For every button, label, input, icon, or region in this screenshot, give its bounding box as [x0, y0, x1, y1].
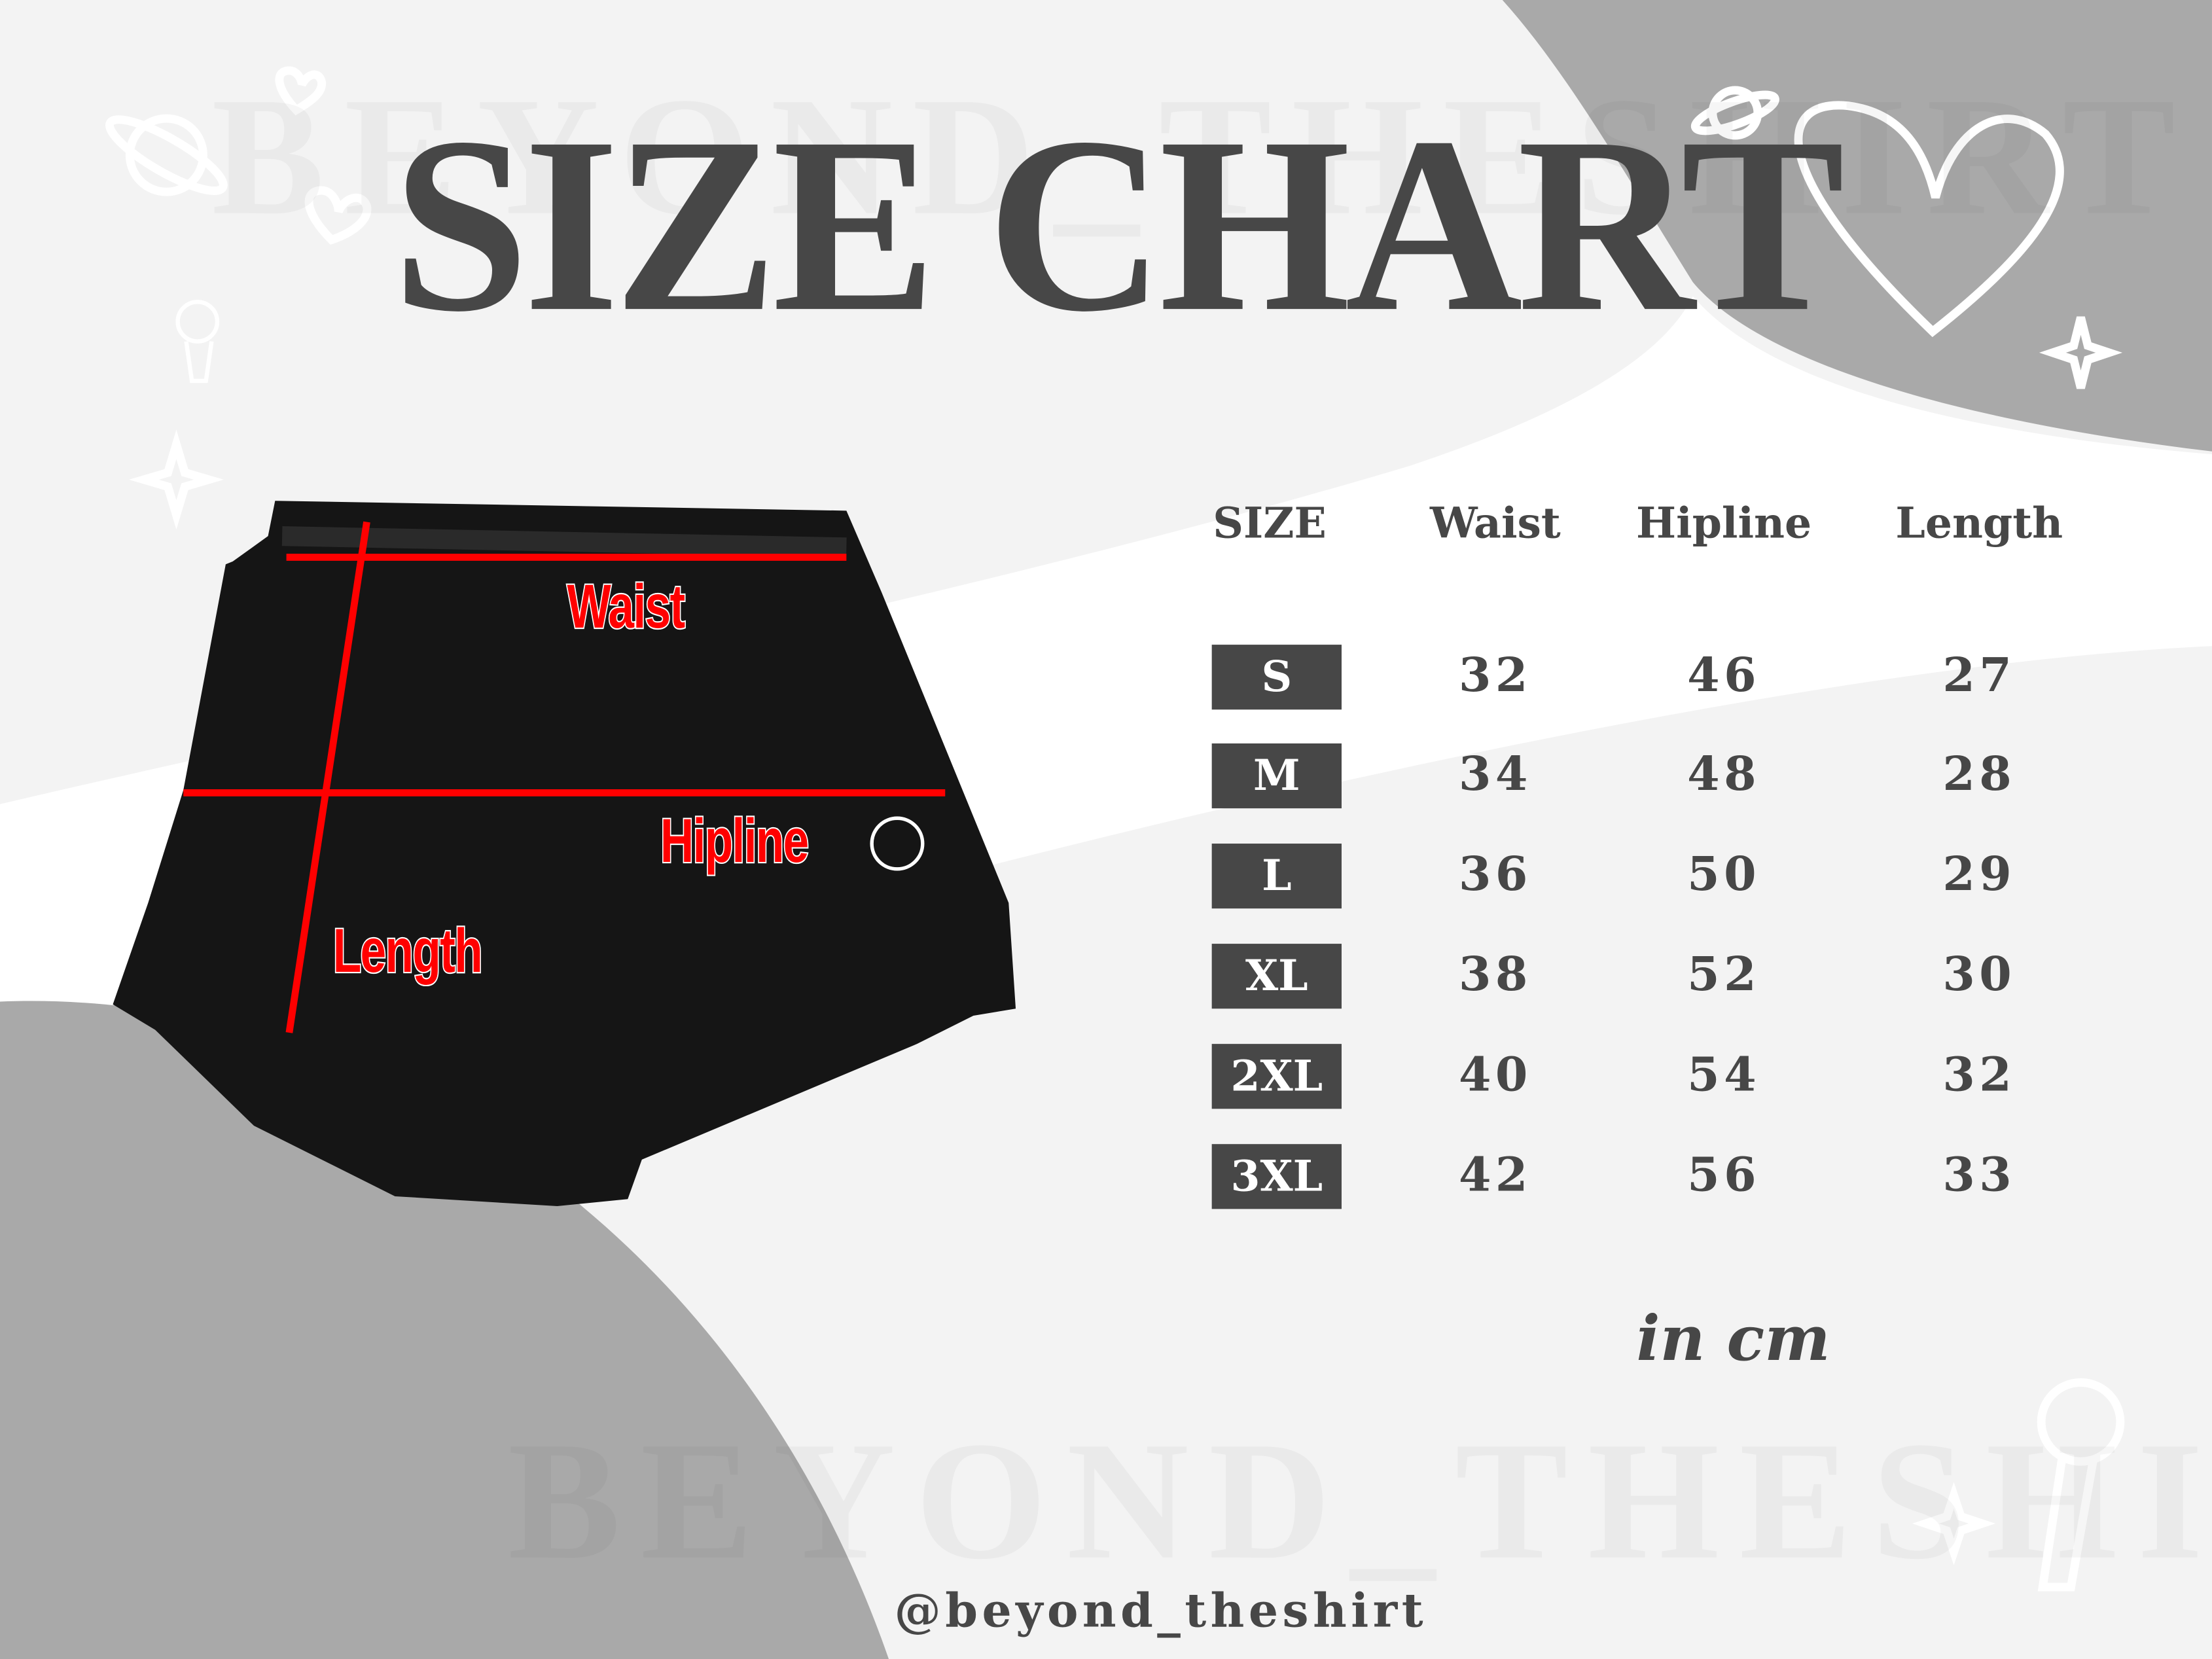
size-badge: XL	[1211, 944, 1342, 1009]
length-line	[285, 521, 370, 1033]
waist-label: Waist	[566, 571, 687, 643]
length-label: Length	[332, 916, 484, 988]
brand-logo-icon	[870, 816, 925, 871]
waist-cell: 40	[1458, 1046, 1532, 1102]
hipline-cell: 50	[1687, 846, 1761, 902]
size-badge: 3XL	[1211, 1144, 1342, 1209]
size-badge: L	[1211, 844, 1342, 909]
length-cell: 33	[1942, 1147, 2016, 1202]
header-length: Length	[1895, 499, 2063, 549]
hipline-cell: 54	[1687, 1046, 1761, 1102]
sparkle-icon	[1912, 1482, 1996, 1565]
decor-icons	[105, 66, 2125, 1592]
length-cell: 29	[1942, 846, 2016, 902]
header-hipline: Hipline	[1636, 499, 1812, 549]
hipline-cell: 48	[1687, 746, 1761, 802]
header-waist: Waist	[1430, 499, 1561, 549]
waist-cell: 42	[1458, 1147, 1532, 1202]
waist-cell: 38	[1458, 946, 1532, 1002]
page-title: SIZE CHART	[392, 84, 1845, 365]
shorts-shape	[113, 501, 1016, 1207]
microphone-icon	[175, 300, 220, 344]
hipline-label: Hipline	[659, 806, 810, 878]
sparkle-icon	[128, 429, 224, 530]
size-badge: S	[1211, 645, 1342, 710]
hipline-cell: 46	[1687, 647, 1761, 703]
sparkle-icon	[2039, 316, 2123, 389]
grey-bottom-shape	[0, 1001, 889, 1659]
microphone-icon	[2037, 1378, 2125, 1466]
heart-icon	[1794, 101, 2064, 338]
heart-icon	[304, 186, 372, 245]
size-badge: 2XL	[1211, 1044, 1342, 1109]
waist-cell: 34	[1458, 746, 1532, 802]
social-handle: @beyond_theshirt	[894, 1582, 1428, 1638]
waist-cell: 36	[1458, 846, 1532, 902]
length-cell: 30	[1942, 946, 2016, 1002]
length-cell: 32	[1942, 1046, 2016, 1102]
hipline-cell: 56	[1687, 1147, 1761, 1202]
header-size: SIZE	[1213, 499, 1327, 549]
grey-top-shape	[1502, 0, 2212, 452]
heart-icon	[275, 66, 326, 116]
length-cell: 27	[1942, 647, 2016, 703]
waist-cell: 32	[1458, 647, 1532, 703]
hipline-cell: 52	[1687, 946, 1761, 1002]
unit-label: in cm	[1636, 1303, 1830, 1376]
size-badge: M	[1211, 743, 1342, 809]
length-cell: 28	[1942, 746, 2016, 802]
